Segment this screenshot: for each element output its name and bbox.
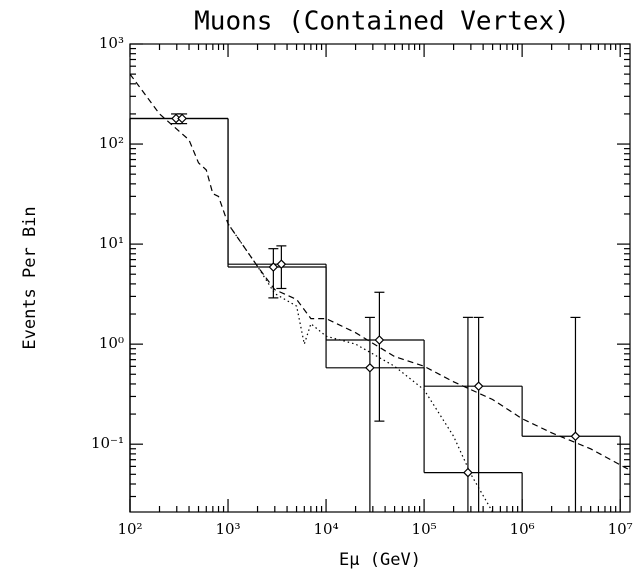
x-tick-label: 10³: [215, 520, 240, 538]
data-point: [570, 431, 581, 442]
chart-title: Muons (Contained Vertex): [194, 7, 570, 37]
plot-frame: [129, 43, 631, 513]
data-point: [374, 335, 385, 345]
curve: [227, 223, 494, 513]
y-tick-label: 10³: [99, 34, 124, 52]
data-point: [177, 113, 187, 124]
x-tick-label: 10⁶: [510, 520, 535, 538]
x-axis-label: Eμ (GeV): [339, 550, 421, 570]
x-tick-label: 10⁷: [608, 520, 633, 538]
data-point: [276, 259, 287, 270]
data-point: [268, 262, 279, 272]
data-point: [473, 381, 484, 392]
data-point: [463, 467, 473, 478]
y-tick-label: 10⁰: [99, 334, 124, 352]
x-tick-label: 10⁵: [412, 520, 437, 538]
data-point: [365, 362, 375, 373]
y-tick-label: 10²: [99, 134, 124, 152]
curve: [129, 73, 631, 471]
x-tick-label: 10⁴: [314, 520, 339, 538]
x-tick-label: 10²: [117, 520, 142, 538]
y-tick-label: 10⁻¹: [91, 434, 124, 452]
y-axis-label: Events Per Bin: [20, 206, 40, 349]
y-tick-label: 10¹: [99, 234, 124, 252]
